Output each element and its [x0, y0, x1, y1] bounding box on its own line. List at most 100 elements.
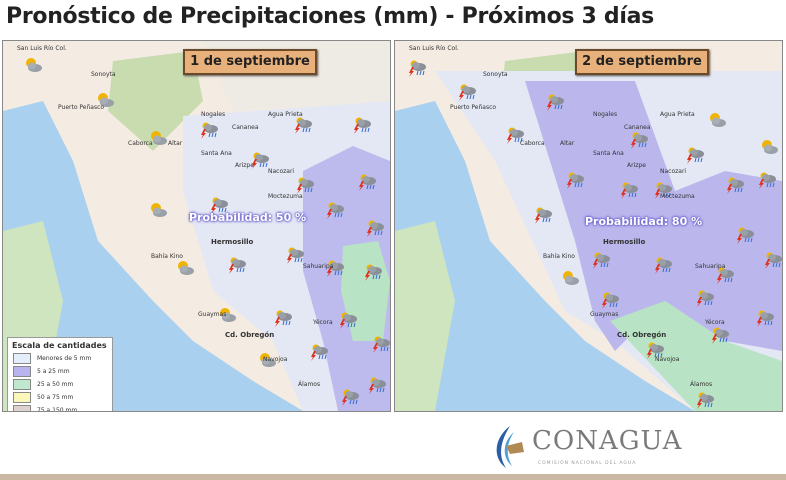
city-label: Caborca [128, 140, 153, 147]
city-label: Cd. Obregón [225, 331, 275, 339]
city-label: Guaymas [198, 311, 227, 318]
thunderstorm-icon [338, 311, 358, 329]
partly-sunny-icon [148, 201, 168, 219]
thunderstorm-icon [533, 206, 553, 224]
city-label: Caborca [520, 140, 545, 147]
city-label: Hermosillo [211, 238, 254, 246]
city-label: Yécora [313, 319, 333, 326]
partly-sunny-icon [23, 56, 43, 74]
city-label: Cd. Obregón [617, 331, 667, 339]
partly-sunny-icon [257, 351, 277, 369]
partly-sunny-icon [707, 111, 727, 129]
city-label: Nacozari [268, 168, 295, 175]
city-label: San Luis Río Col. [409, 45, 459, 52]
city-label: Sahuaripa [695, 263, 726, 270]
thunderstorm-icon [295, 176, 315, 194]
legend-swatch [13, 405, 31, 411]
thunderstorm-icon [199, 121, 219, 139]
thunderstorm-icon [591, 251, 611, 269]
city-label: Puerto Peñasco [450, 104, 497, 111]
city-label: Hermosillo [603, 238, 646, 246]
city-label: Bahía Kino [543, 253, 575, 260]
map-day-1: San Luis Río Col. Sonoyta Puerto Peñasco Ca… [2, 40, 391, 412]
thunderstorm-icon [273, 309, 293, 327]
thunderstorm-icon [619, 181, 639, 199]
thunderstorm-icon [755, 309, 775, 327]
legend-item: 50 a 75 mm [13, 391, 112, 404]
city-label: Santa Ana [201, 150, 232, 157]
thunderstorm-icon [710, 326, 730, 344]
thunderstorm-icon [653, 181, 673, 199]
thunderstorm-icon [365, 219, 385, 237]
thunderstorm-icon [371, 335, 390, 353]
city-label: Yécora [705, 319, 725, 326]
legend-item: 75 a 150 mm [13, 404, 112, 412]
city-label: Navojoa [263, 356, 288, 363]
city-label: Moctezuma [660, 193, 695, 200]
thunderstorm-icon [293, 116, 313, 134]
thunderstorm-icon [325, 259, 345, 277]
thunderstorm-icon [367, 376, 387, 394]
city-label: Altar [560, 140, 575, 147]
legend-swatch [13, 379, 31, 390]
legend-label: 5 a 25 mm [37, 368, 70, 375]
city-label: Sahuaripa [303, 263, 334, 270]
thunderstorm-icon [629, 131, 649, 149]
legend-label: 25 a 50 mm [37, 381, 74, 388]
thunderstorm-icon [209, 196, 229, 214]
city-label: Álamos [298, 381, 321, 388]
thunderstorm-icon [325, 201, 345, 219]
legend-item: 25 a 50 mm [13, 378, 112, 391]
thunderstorm-icon [600, 291, 620, 309]
city-label: Altar [168, 140, 183, 147]
probability-label: Probabilidad: 80 % [585, 215, 703, 228]
probability-label: Probabilidad: 50 % [189, 211, 307, 224]
thunderstorm-icon [309, 343, 329, 361]
city-label: Santa Ana [593, 150, 624, 157]
page-title: Pronóstico de Precipitaciones (mm) - Pró… [6, 4, 654, 29]
partly-sunny-icon [95, 91, 115, 109]
thunderstorm-icon [352, 116, 372, 134]
legend-label: Menores de 5 mm [37, 355, 92, 362]
legend: Escala de cantidades Menores de 5 mm 5 a … [7, 337, 113, 412]
thunderstorm-icon [757, 171, 777, 189]
map-day-2: San Luis Río Col. Sonoyta Puerto Peñasco Ca… [394, 40, 783, 412]
thunderstorm-icon [357, 173, 377, 191]
city-label: Nacozari [660, 168, 687, 175]
legend-item: 5 a 25 mm [13, 365, 112, 378]
footer-bar [0, 474, 786, 480]
partly-sunny-icon [759, 138, 779, 156]
city-label: Arizpe [627, 162, 646, 169]
legend-swatch [13, 366, 31, 377]
city-label: Bahía Kino [151, 253, 183, 260]
city-label: Álamos [690, 381, 713, 388]
legend-item: Menores de 5 mm [13, 352, 112, 365]
conagua-logo: CONAGUA COMISIÓN NACIONAL DEL AGUA [488, 424, 688, 474]
thunderstorm-icon [227, 256, 247, 274]
thunderstorm-icon [340, 388, 360, 406]
thunderstorm-icon [407, 59, 427, 77]
thunderstorm-icon [653, 256, 673, 274]
city-label: Moctezuma [268, 193, 303, 200]
city-label: San Luis Río Col. [17, 45, 67, 52]
thunderstorm-icon [505, 126, 525, 144]
thunderstorm-icon [763, 251, 782, 269]
city-label: Sonoyta [91, 71, 116, 78]
city-label: Navojoa [655, 356, 680, 363]
partly-sunny-icon [560, 269, 580, 287]
thunderstorm-icon [695, 391, 715, 409]
thunderstorm-icon [565, 171, 585, 189]
city-label: Agua Prieta [660, 111, 695, 118]
legend-title: Escala de cantidades [12, 341, 107, 350]
thunderstorm-icon [695, 289, 715, 307]
thunderstorm-icon [545, 93, 565, 111]
thunderstorm-icon [715, 266, 735, 284]
city-label: Arizpe [235, 162, 254, 169]
city-label: Guaymas [590, 311, 619, 318]
logo-name: CONAGUA [532, 426, 683, 456]
legend-swatch [13, 392, 31, 403]
legend-label: 75 a 150 mm [37, 407, 78, 412]
city-label: Nogales [593, 111, 618, 118]
city-label: Puerto Peñasco [58, 104, 105, 111]
thunderstorm-icon [250, 151, 270, 169]
